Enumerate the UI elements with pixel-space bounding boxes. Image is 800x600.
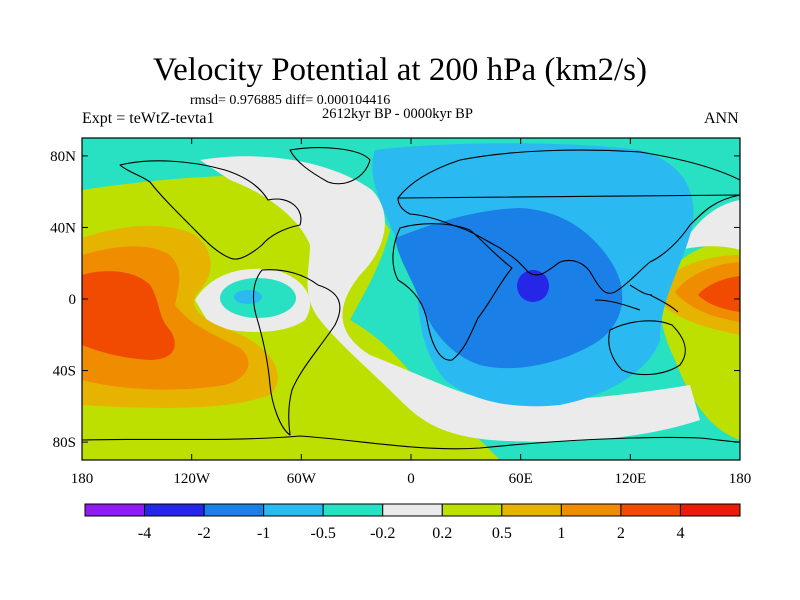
colorbar-swatch (322, 503, 384, 517)
x-tick-label: 120W (173, 471, 211, 487)
y-tick-label: 40N (50, 220, 76, 236)
colorbar-level-label: 0.5 (492, 525, 512, 542)
colorbar-swatch (620, 503, 681, 517)
experiment-label: Expt = teWtZ-tevta1 (82, 110, 215, 127)
colorbar-level-label: -1 (257, 525, 270, 542)
field-band-neg4-neg2 (517, 270, 549, 302)
season-label: ANN (704, 110, 739, 127)
coastline-greenland (289, 147, 371, 185)
colorbar-level-label: 2 (617, 525, 625, 542)
chart-title: Velocity Potential at 200 hPa (km2/s) (152, 52, 648, 88)
field-band-neg2-neg1 (395, 208, 623, 369)
coastline-africa (392, 223, 513, 361)
y-axis: 80N 40N 0 40S 80S (50, 149, 740, 451)
colorbar: -4 -2 -1 -0.5 -0.2 0.2 0.5 1 2 4 (84, 503, 741, 542)
colorbar-level-label: 0.2 (432, 525, 452, 542)
colorbar-swatch (263, 503, 324, 517)
coastline-australia (608, 320, 686, 376)
colorbar-level-label: -2 (197, 525, 210, 542)
colorbar-swatch (84, 503, 146, 517)
field-band-neg02-pos02-atlantic (200, 156, 700, 442)
x-axis: 180 120W 60W 0 60E 120E 180 (71, 138, 752, 487)
rmsd-diff-stats: rmsd= 0.976885 diff= 0.000104416 (190, 93, 391, 108)
coastline-eurasia (397, 149, 740, 294)
colorbar-level-label: -0.5 (311, 525, 336, 542)
y-tick-label: 40S (53, 364, 76, 380)
field-band-neg02-pos02-pacific (680, 200, 740, 250)
time-period-label: 2612kyr BP - 0000kyr BP (322, 106, 473, 122)
colorbar-swatch (441, 503, 503, 517)
field-band-pos2-pos4-east (698, 276, 740, 312)
colorbar-level-label: 4 (676, 525, 684, 542)
x-tick-label: 180 (729, 471, 752, 487)
x-tick-label: 120E (614, 471, 646, 487)
colorbar-level-label: -0.2 (370, 525, 395, 542)
x-tick-label: 0 (407, 471, 415, 487)
y-tick-label: 80S (53, 435, 76, 451)
x-tick-label: 60W (287, 471, 317, 487)
colorbar-swatch (560, 503, 622, 517)
colorbar-swatch (501, 503, 562, 517)
coastline-south-america (252, 269, 341, 436)
velocity-potential-field (82, 138, 740, 460)
x-tick-label: 60E (509, 471, 533, 487)
colorbar-level-label: 1 (557, 525, 565, 542)
field-band-pos2-pos4-west (82, 271, 175, 360)
y-tick-label: 80N (50, 149, 76, 165)
x-tick-label: 180 (71, 471, 94, 487)
field-band-neg1-neg05-samerica (234, 290, 262, 304)
coastline-maritime-continent (594, 284, 679, 313)
coastlines (82, 147, 740, 450)
colorbar-level-label: -4 (138, 525, 151, 542)
coastline-antarctica (82, 435, 740, 450)
colorbar-swatch (679, 503, 741, 517)
y-tick-label: 0 (69, 292, 77, 308)
colorbar-swatch (203, 503, 265, 517)
coastline-north-america (119, 160, 302, 260)
colorbar-swatch (382, 503, 443, 517)
colorbar-swatch (144, 503, 205, 517)
